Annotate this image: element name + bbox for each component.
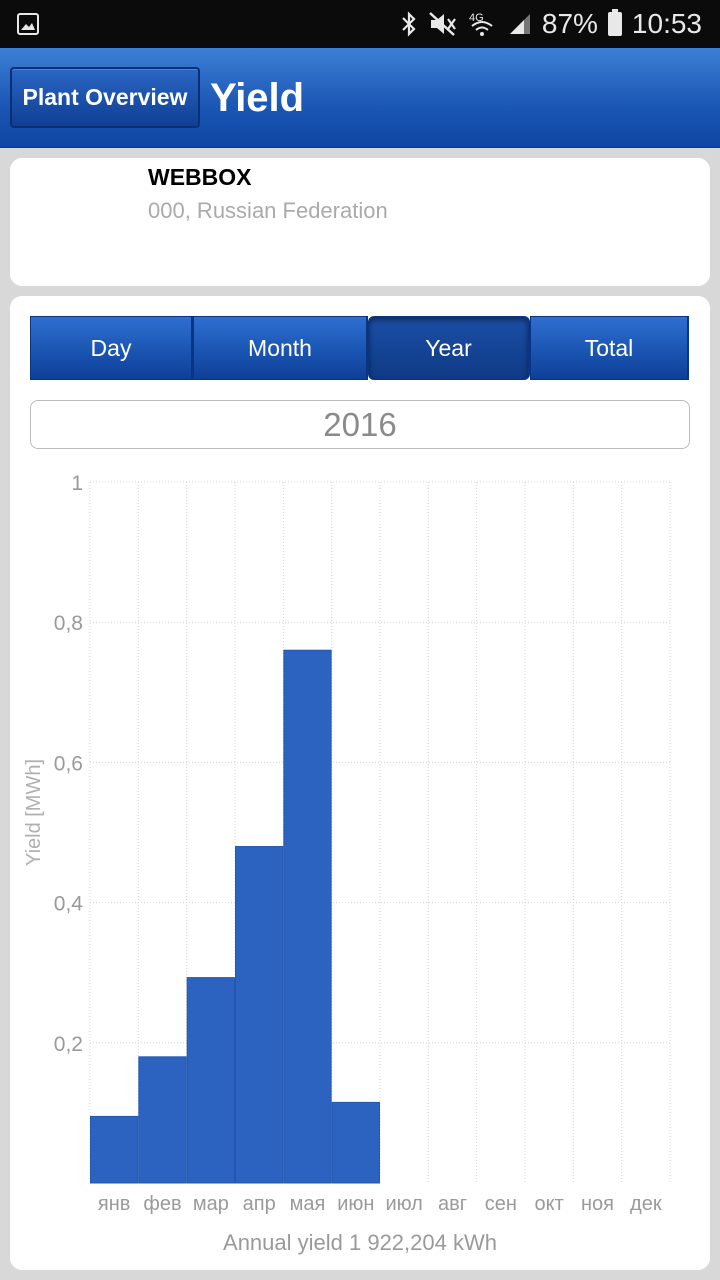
x-tick-label: мая (290, 1193, 326, 1215)
battery-percent: 87% (541, 8, 598, 39)
x-tick-label: авг (438, 1193, 467, 1215)
x-tick-label: ноя (581, 1193, 614, 1215)
x-tick-label: фев (143, 1193, 181, 1215)
x-tick-label: мар (193, 1193, 229, 1215)
plant-overview-button[interactable]: Plant Overview (10, 67, 200, 128)
x-tick-label: сен (485, 1193, 517, 1215)
app-header: Plant Overview Yield (0, 48, 720, 148)
x-tick-label: июн (337, 1193, 374, 1215)
y-tick-label: 0,2 (54, 1033, 83, 1056)
bar-янв (90, 1115, 139, 1184)
bar-июн (331, 1101, 380, 1184)
y-tick-label: 0,4 (54, 893, 84, 916)
bar-апр (235, 846, 284, 1184)
plant-location: 000, Russian Federation (148, 198, 388, 223)
tab-month[interactable]: Month (193, 316, 368, 380)
x-tick-label: окт (535, 1193, 564, 1215)
y-tick-label: 0,6 (54, 752, 83, 775)
annual-yield-text: Annual yield 1 922,204 kWh (223, 1230, 497, 1255)
period-tabs: Day Month Year Total (30, 316, 689, 380)
plant-info-card: WEBBOX 000, Russian Federation (10, 158, 710, 286)
yield-chart: 0,2 0,4 0,6 0,8 1 янв фев мар апр мая июн июл авг сен… (23, 472, 671, 1215)
y-tick-label: 0,8 (54, 612, 83, 635)
yield-card: Day Month Year Total 2016 0,2 0,4 0,6 0,8 1 я… (10, 296, 710, 1270)
page-title: Yield (210, 76, 305, 120)
signal-4g-icon: 4G (468, 10, 498, 38)
cell-signal-icon (508, 12, 532, 36)
y-tick-label: 1 (71, 472, 83, 495)
period-selector[interactable]: 2016 (30, 400, 690, 449)
mute-icon (428, 11, 458, 37)
clock: 10:53 (631, 8, 702, 39)
battery-icon (607, 9, 622, 36)
plant-name: WEBBOX (148, 164, 252, 190)
tab-total[interactable]: Total (530, 316, 689, 380)
x-tick-label: апр (243, 1193, 276, 1215)
status-bar: 4G 87% 10:53 (0, 0, 720, 48)
svg-text:4G: 4G (469, 12, 484, 24)
tab-year[interactable]: Year (368, 316, 530, 380)
x-tick-label: дек (630, 1193, 662, 1215)
bar-фев (138, 1056, 187, 1184)
y-axis-label: Yield [MWh] (23, 759, 45, 866)
image-icon (16, 12, 40, 36)
bluetooth-icon (400, 10, 418, 38)
x-tick-label: июл (385, 1193, 422, 1215)
bar-мая (283, 649, 332, 1184)
tab-day[interactable]: Day (30, 316, 193, 380)
bar-мар (186, 977, 236, 1184)
x-tick-label: янв (98, 1193, 131, 1215)
